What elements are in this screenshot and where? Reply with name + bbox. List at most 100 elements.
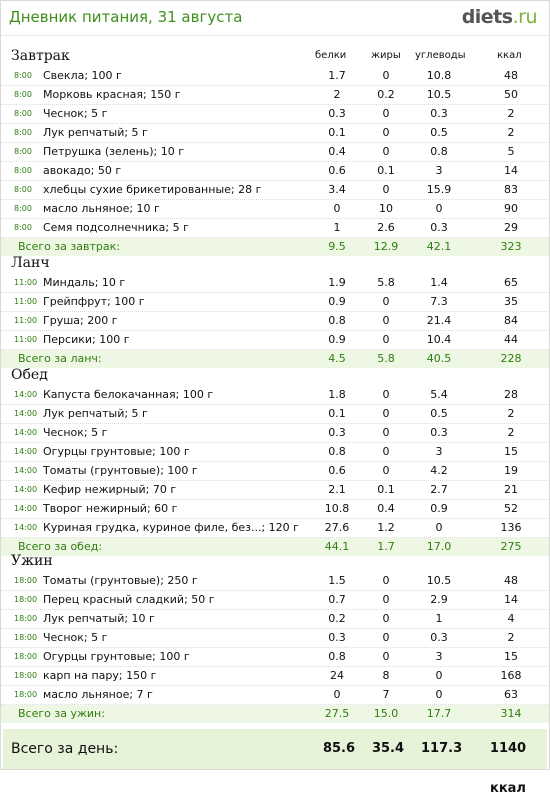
food-row[interactable]: 8:00 Петрушка (зелень); 10 г 0.4 0 0.8 5: [1, 143, 549, 162]
row-carbs: 0.5: [430, 126, 448, 139]
food-row[interactable]: 18:00 масло льняное; 7 г 0 7 0 63: [1, 686, 549, 705]
meal-title-text: Завтрак: [11, 48, 70, 64]
row-carbs: 0.5: [430, 407, 448, 420]
row-carbs: 0: [435, 669, 443, 682]
meal-total-label: Всего за ланч:: [18, 352, 102, 365]
food-row[interactable]: 11:00 Грейпфрут; 100 г 0.9 0 7.3 35: [1, 293, 549, 312]
food-row[interactable]: 8:00 Лук репчатый; 5 г 0.1 0 0.5 2: [1, 124, 549, 143]
food-row[interactable]: 18:00 Лук репчатый; 10 г 0.2 0 1 4: [1, 610, 549, 629]
row-food-name: Миндаль; 10 г: [43, 276, 126, 289]
food-row[interactable]: 14:00 Творог нежирный; 60 г 10.8 0.4 0.9 52: [1, 500, 549, 519]
meal-total-protein: 9.5: [328, 240, 346, 253]
row-kcal: 5: [507, 145, 515, 158]
row-time: 8:00: [14, 147, 32, 156]
meal-section: Обед 14:00 Капуста белокачанная; 100 г 1.8 0…: [1, 364, 549, 556]
food-row[interactable]: 14:00 Лук репчатый; 5 г 0.1 0 0.5 2: [1, 405, 549, 424]
row-time: 18:00: [14, 614, 38, 623]
row-protein: 0.1: [328, 126, 346, 139]
food-row[interactable]: 18:00 Чеснок; 5 г 0.3 0 0.3 2: [1, 629, 549, 648]
food-row[interactable]: 14:00 Куриная грудка, куриное филе, без..…: [1, 519, 549, 538]
meal-total-carbs: 17.0: [426, 540, 452, 553]
logo-domain: .ru: [512, 6, 538, 28]
row-time: 18:00: [14, 690, 38, 699]
food-row[interactable]: 8:00 Чеснок; 5 г 0.3 0 0.3 2: [1, 105, 549, 124]
row-protein: 1: [333, 221, 341, 234]
food-row[interactable]: 8:00 Морковь красная; 150 г 2 0.2 10.5 50: [1, 86, 549, 105]
row-kcal: 21: [504, 483, 518, 496]
row-time: 11:00: [14, 297, 38, 306]
row-protein: 0.4: [328, 145, 346, 158]
row-kcal: 4: [507, 612, 515, 625]
site-logo[interactable]: diets.ru: [462, 6, 538, 28]
row-food-name: Творог нежирный; 60 г: [43, 502, 178, 515]
meal-total-label: Всего за ужин:: [18, 707, 105, 720]
page-title: Дневник питания, 31 августа: [9, 8, 243, 26]
food-row[interactable]: 18:00 карп на пару; 150 г 24 8 0 168: [1, 667, 549, 686]
row-food-name: Кефир нежирный; 70 г: [43, 483, 177, 496]
row-protein: 27.6: [324, 521, 350, 534]
food-row[interactable]: 8:00 авокадо; 50 г 0.6 0.1 3 14: [1, 162, 549, 181]
food-row[interactable]: 8:00 Свекла; 100 г 1.7 0 10.8 48: [1, 67, 549, 86]
row-fat: 0: [382, 612, 390, 625]
row-carbs: 0.3: [430, 107, 448, 120]
row-kcal: 44: [504, 333, 518, 346]
meal-section: Ужин 18:00 Томаты (грунтовые); 250 г 1.5 0 10…: [1, 550, 549, 723]
food-row[interactable]: 14:00 Огурцы грунтовые; 100 г 0.8 0 3 15: [1, 443, 549, 462]
food-row[interactable]: 11:00 Персики; 100 г 0.9 0 10.4 44: [1, 331, 549, 350]
row-kcal: 168: [500, 669, 522, 682]
row-time: 8:00: [14, 71, 32, 80]
row-carbs: 5.4: [430, 388, 448, 401]
meal-total-fat: 1.7: [377, 540, 395, 553]
meal-total-fat: 12.9: [373, 240, 399, 253]
food-row[interactable]: 11:00 Груша; 200 г 0.8 0 21.4 84: [1, 312, 549, 331]
row-time: 14:00: [14, 409, 38, 418]
meal-title: Завтрак белки жиры углеводы ккал: [1, 45, 549, 67]
day-total-bar: Всего за день: 85.6 35.4 117.3 1140 ккал: [3, 729, 547, 796]
food-row[interactable]: 18:00 Огурцы грунтовые; 100 г 0.8 0 3 15: [1, 648, 549, 667]
row-protein: 0: [333, 202, 341, 215]
meal-total-carbs: 17.7: [426, 707, 452, 720]
meal-total-label: Всего за обед:: [18, 540, 103, 553]
food-row[interactable]: 18:00 Томаты (грунтовые); 250 г 1.5 0 10.5 48: [1, 572, 549, 591]
row-time: 11:00: [14, 278, 38, 287]
row-protein: 0.7: [328, 593, 346, 606]
meal-total-carbs: 42.1: [426, 240, 452, 253]
row-fat: 0: [382, 314, 390, 327]
row-protein: 0.8: [328, 445, 346, 458]
row-protein: 0.3: [328, 631, 346, 644]
day-total-carbs: 117.3: [421, 741, 463, 756]
food-row[interactable]: 14:00 Томаты (грунтовые); 100 г 0.6 0 4.2 19: [1, 462, 549, 481]
row-time: 18:00: [14, 671, 38, 680]
row-fat: 0: [382, 650, 390, 663]
row-protein: 10.8: [324, 502, 350, 515]
meal-title-text: Обед: [11, 367, 48, 383]
row-carbs: 0.3: [430, 426, 448, 439]
row-kcal: 35: [504, 295, 518, 308]
food-row[interactable]: 18:00 Перец красный сладкий; 50 г 0.7 0 2.9 1…: [1, 591, 549, 610]
row-protein: 0.9: [328, 295, 346, 308]
row-food-name: Куриная грудка, куриное филе, без...; 12…: [43, 521, 299, 534]
row-time: 14:00: [14, 447, 38, 456]
row-carbs: 0.8: [430, 145, 448, 158]
row-food-name: Персики; 100 г: [43, 333, 130, 346]
row-protein: 1.8: [328, 388, 346, 401]
food-row[interactable]: 8:00 масло льняное; 10 г 0 10 0 90: [1, 200, 549, 219]
row-time: 8:00: [14, 223, 32, 232]
row-protein: 2.1: [328, 483, 346, 496]
food-row[interactable]: 8:00 хлебцы сухие брикетированные; 28 г 3.…: [1, 181, 549, 200]
row-kcal: 48: [504, 69, 518, 82]
food-row[interactable]: 8:00 Семя подсолнечника; 5 г 1 2.6 0.3 29: [1, 219, 549, 238]
food-row[interactable]: 14:00 Чеснок; 5 г 0.3 0 0.3 2: [1, 424, 549, 443]
food-row[interactable]: 14:00 Капуста белокачанная; 100 г 1.8 0 5.4 2…: [1, 386, 549, 405]
column-header-protein: белки: [315, 50, 347, 61]
row-fat: 2.6: [377, 221, 395, 234]
food-row[interactable]: 11:00 Миндаль; 10 г 1.9 5.8 1.4 65: [1, 274, 549, 293]
meal-total-row: Всего за ужин: 27.5 15.0 17.7 314: [1, 705, 549, 723]
meal-section: Ланч 11:00 Миндаль; 10 г 1.9 5.8 1.4 65 11:00 Гр…: [1, 252, 549, 368]
row-fat: 10: [379, 202, 393, 215]
row-fat: 5.8: [377, 276, 395, 289]
food-row[interactable]: 14:00 Кефир нежирный; 70 г 2.1 0.1 2.7 21: [1, 481, 549, 500]
row-time: 14:00: [14, 504, 38, 513]
row-food-name: хлебцы сухие брикетированные; 28 г: [43, 183, 262, 196]
row-kcal: 84: [504, 314, 518, 327]
